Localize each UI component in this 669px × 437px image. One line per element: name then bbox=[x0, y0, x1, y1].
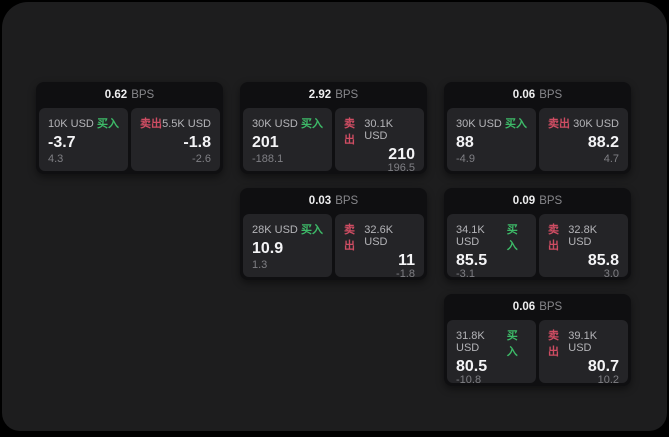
quote-card: 2.92 BPS 30K USD 买入 201 -188.1 卖出 30.1K … bbox=[240, 82, 427, 174]
quote-card: 0.62 BPS 10K USD 买入 -3.7 4.3 卖出 5.5K USD… bbox=[36, 82, 223, 174]
sell-delta: 196.5 bbox=[387, 162, 415, 174]
sell-panel[interactable]: 卖出 30.1K USD 210 196.5 bbox=[335, 108, 424, 174]
bps-unit: BPS bbox=[539, 89, 563, 101]
bps-value: 0.03 bbox=[308, 195, 332, 207]
sell-price: 80.7 bbox=[587, 358, 619, 375]
card-header: 0.06 BPS bbox=[444, 82, 631, 108]
quote-card: 0.09 BPS 34.1K USD 买入 85.5 -3.1 卖出 32.8K… bbox=[444, 188, 631, 280]
buy-label: 买入 bbox=[505, 118, 527, 130]
card-header: 0.03 BPS bbox=[240, 188, 427, 214]
buy-panel[interactable]: 30K USD 买入 201 -188.1 bbox=[243, 108, 332, 171]
buy-delta: -10.8 bbox=[456, 374, 482, 386]
bps-value: 0.06 bbox=[512, 89, 536, 101]
buy-delta: -188.1 bbox=[252, 153, 284, 165]
sell-delta: 3.0 bbox=[603, 268, 619, 280]
card-header: 0.06 BPS bbox=[444, 294, 631, 320]
sell-panel[interactable]: 卖出 30K USD 88.2 4.7 bbox=[539, 108, 628, 171]
sell-price: -1.8 bbox=[183, 133, 211, 151]
sell-panel[interactable]: 卖出 32.6K USD 11 -1.8 bbox=[335, 214, 424, 280]
buy-panel[interactable]: 31.8K USD 买入 80.5 -10.8 bbox=[447, 320, 536, 386]
bps-unit: BPS bbox=[335, 195, 359, 207]
buy-panel[interactable]: 28K USD 买入 10.9 1.3 bbox=[243, 214, 332, 277]
buy-label: 买入 bbox=[506, 330, 518, 358]
sell-price: 210 bbox=[388, 146, 415, 163]
buy-label: 买入 bbox=[97, 118, 119, 130]
buy-amount: 34.1K USD bbox=[456, 224, 485, 248]
main-panel: 0.62 BPS 10K USD 买入 -3.7 4.3 卖出 5.5K USD… bbox=[2, 2, 667, 431]
sell-price: 11 bbox=[398, 252, 415, 269]
buy-label: 买入 bbox=[506, 224, 518, 252]
bps-unit: BPS bbox=[335, 89, 359, 101]
sell-amount: 30.1K USD bbox=[364, 118, 394, 142]
sell-delta: -1.8 bbox=[396, 268, 415, 280]
buy-price: 201 bbox=[252, 133, 279, 151]
bps-unit: BPS bbox=[539, 301, 563, 313]
buy-panel[interactable]: 30K USD 买入 88 -4.9 bbox=[447, 108, 536, 171]
buy-panel[interactable]: 34.1K USD 买入 85.5 -3.1 bbox=[447, 214, 536, 280]
buy-delta: -4.9 bbox=[456, 153, 475, 165]
buy-panel[interactable]: 10K USD 买入 -3.7 4.3 bbox=[39, 108, 128, 171]
sell-price: 85.8 bbox=[587, 252, 619, 269]
bps-value: 0.62 bbox=[104, 89, 128, 101]
sell-panel[interactable]: 卖出 5.5K USD -1.8 -2.6 bbox=[131, 108, 220, 171]
card-header: 2.92 BPS bbox=[240, 82, 427, 108]
sell-label: 卖出 bbox=[548, 224, 559, 252]
sell-delta: 10.2 bbox=[597, 374, 619, 386]
buy-amount: 31.8K USD bbox=[456, 330, 485, 354]
card-header: 0.09 BPS bbox=[444, 188, 631, 214]
panels: 30K USD 买入 201 -188.1 卖出 30.1K USD 210 1… bbox=[243, 108, 424, 174]
sell-label: 卖出 bbox=[548, 330, 559, 358]
bps-unit: BPS bbox=[539, 195, 563, 207]
panels: 30K USD 买入 88 -4.9 卖出 30K USD 88.2 4.7 bbox=[447, 108, 628, 171]
buy-price: 80.5 bbox=[456, 358, 488, 375]
sell-amount: 32.8K USD bbox=[568, 224, 598, 248]
sell-label: 卖出 bbox=[140, 118, 162, 130]
sell-panel[interactable]: 卖出 39.1K USD 80.7 10.2 bbox=[539, 320, 628, 386]
sell-price: 88.2 bbox=[587, 133, 619, 151]
panels: 31.8K USD 买入 80.5 -10.8 卖出 39.1K USD 80.… bbox=[447, 320, 628, 386]
sell-label: 卖出 bbox=[344, 224, 355, 252]
sell-amount: 32.6K USD bbox=[364, 224, 394, 248]
sell-label: 卖出 bbox=[548, 118, 570, 130]
buy-delta: 1.3 bbox=[252, 259, 268, 271]
bps-value: 0.06 bbox=[512, 301, 536, 313]
buy-price: -3.7 bbox=[48, 133, 76, 151]
bps-value: 0.09 bbox=[512, 195, 536, 207]
sell-amount: 5.5K USD bbox=[162, 118, 211, 130]
panels: 28K USD 买入 10.9 1.3 卖出 32.6K USD 11 -1.8 bbox=[243, 214, 424, 280]
sell-delta: -2.6 bbox=[192, 153, 211, 165]
buy-price: 85.5 bbox=[456, 252, 488, 269]
buy-amount: 10K USD bbox=[48, 118, 94, 130]
bps-unit: BPS bbox=[131, 89, 155, 101]
buy-label: 买入 bbox=[301, 224, 323, 236]
quote-card: 0.03 BPS 28K USD 买入 10.9 1.3 卖出 32.6K US… bbox=[240, 188, 427, 280]
buy-delta: -3.1 bbox=[456, 268, 475, 280]
buy-amount: 30K USD bbox=[252, 118, 298, 130]
buy-delta: 4.3 bbox=[48, 153, 64, 165]
bps-value: 2.92 bbox=[308, 89, 332, 101]
sell-delta: 4.7 bbox=[603, 153, 619, 165]
buy-label: 买入 bbox=[301, 118, 323, 130]
sell-panel[interactable]: 卖出 32.8K USD 85.8 3.0 bbox=[539, 214, 628, 280]
buy-price: 10.9 bbox=[252, 239, 284, 257]
panels: 34.1K USD 买入 85.5 -3.1 卖出 32.8K USD 85.8… bbox=[447, 214, 628, 280]
sell-amount: 39.1K USD bbox=[568, 330, 598, 354]
panels: 10K USD 买入 -3.7 4.3 卖出 5.5K USD -1.8 -2.… bbox=[39, 108, 220, 171]
sell-amount: 30K USD bbox=[573, 118, 619, 130]
quote-card: 0.06 BPS 30K USD 买入 88 -4.9 卖出 30K USD 8… bbox=[444, 82, 631, 174]
quote-card: 0.06 BPS 31.8K USD 买入 80.5 -10.8 卖出 39.1… bbox=[444, 294, 631, 386]
buy-amount: 28K USD bbox=[252, 224, 298, 236]
buy-price: 88 bbox=[456, 133, 474, 151]
sell-label: 卖出 bbox=[344, 118, 355, 146]
card-header: 0.62 BPS bbox=[36, 82, 223, 108]
buy-amount: 30K USD bbox=[456, 118, 502, 130]
